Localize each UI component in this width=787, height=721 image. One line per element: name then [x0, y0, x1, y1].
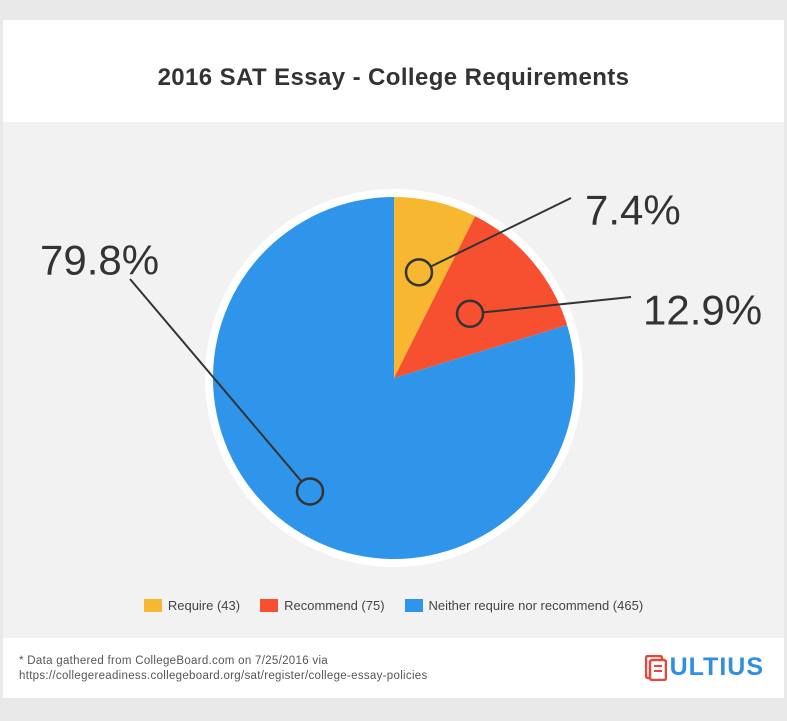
logo-text: ULTIUS	[669, 653, 764, 681]
callout-marker-recommend	[455, 299, 485, 329]
data-label-neither: 79.8%	[40, 237, 159, 284]
legend-label-neither: Neither require nor recommend (465)	[428, 598, 644, 613]
book-logo-icon	[644, 654, 667, 681]
data-label-require: 7.4%	[585, 187, 681, 234]
callout-marker-require	[404, 258, 434, 287]
pie-slice-recommend	[394, 216, 568, 378]
legend-item-neither: Neither require nor recommend (465)	[404, 598, 644, 613]
legend-item-require: Require (43)	[143, 598, 241, 613]
source-note-line-1: * Data gathered from CollegeBoard.com on…	[19, 655, 328, 667]
ultius-logo: ULTIUS	[644, 653, 764, 682]
title-bar: 2016 SAT Essay - College Requirements	[3, 20, 784, 122]
pie-slice-neither	[213, 197, 576, 559]
source-note-line-2: https://collegereadiness.collegeboard.or…	[19, 670, 428, 682]
callout-line-recommend	[482, 296, 632, 314]
legend-swatch-recommend	[260, 599, 279, 612]
legend-swatch-neither	[404, 599, 423, 612]
chart-legend: Require (43) Recommend (75) Neither requ…	[3, 598, 784, 613]
data-label-recommend: 12.9%	[643, 287, 762, 334]
legend-swatch-require	[143, 599, 162, 612]
callout-marker-neither	[295, 477, 325, 506]
pie-chart: 7.4% 12.9% 79.8%	[40, 187, 762, 567]
chart-title: 2016 SAT Essay - College Requirements	[157, 64, 630, 91]
infographic-card: 2016 SAT Essay - College Requirements 7.…	[3, 20, 784, 698]
legend-label-require: Require (43)	[167, 598, 241, 613]
footer: * Data gathered from CollegeBoard.com on…	[3, 638, 784, 698]
callout-line-neither	[129, 278, 303, 483]
source-note: * Data gathered from CollegeBoard.com on…	[19, 654, 428, 684]
legend-item-recommend: Recommend (75)	[260, 598, 385, 613]
callout-line-require	[430, 197, 572, 268]
legend-label-recommend: Recommend (75)	[284, 598, 385, 613]
pie-slice-require	[394, 197, 476, 378]
